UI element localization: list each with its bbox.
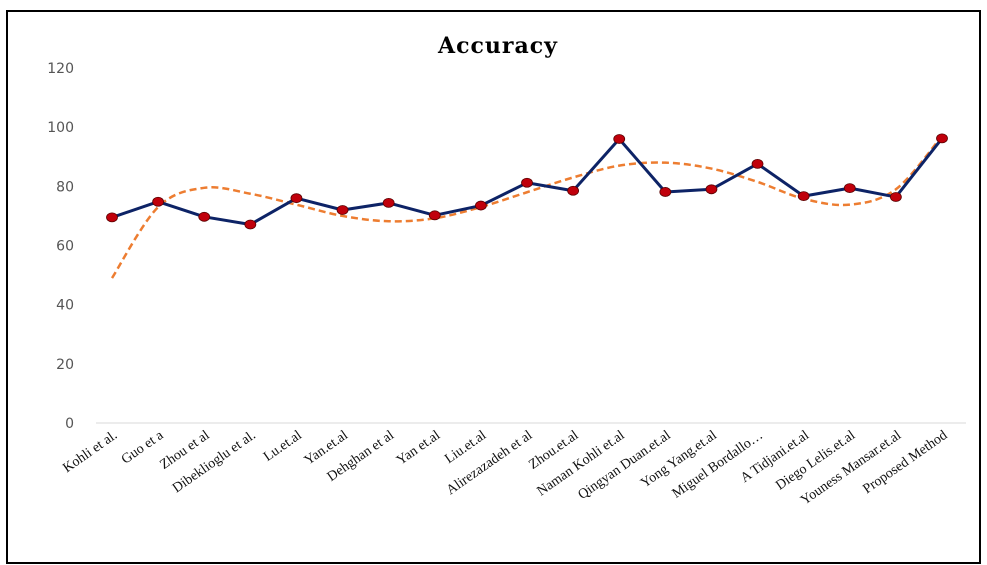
data-point [198,211,211,222]
y-tick-labels: 0 20 40 60 80 100 120 [47,61,74,432]
data-point [613,134,626,144]
accuracy-chart: Accuracy 0 20 40 60 80 100 120 Kohli et al.Guo… [47,33,966,509]
y-tick-label: 40 [56,298,74,314]
data-point [382,197,395,208]
data-point [567,185,580,196]
data-point [705,184,718,195]
data-points [106,133,948,230]
data-point [936,133,948,144]
data-point [751,158,764,169]
y-tick-label: 60 [56,239,74,255]
chart-title: Accuracy [437,33,558,59]
x-tick-label: Yan et.al [394,428,443,469]
data-point [521,177,533,188]
x-tick-label: Alirezazadeh et al [444,428,535,498]
y-tick-label: 120 [47,61,74,77]
x-tick-label: Kohli et al. [60,428,120,476]
data-point [244,219,257,230]
x-tick-label: Lu.et.al [261,428,305,465]
y-tick-label: 20 [56,357,74,373]
data-point [889,192,902,202]
data-point [290,193,303,204]
data-point [843,183,856,194]
x-tick-label: Proposed Method [860,428,950,497]
trendline [110,135,943,279]
data-point [659,187,672,197]
y-tick-label: 100 [47,120,74,136]
data-point [474,200,487,211]
data-point [336,205,349,215]
x-tick-label: Dibeklioglu et al. [170,428,259,496]
data-point [797,191,810,201]
data-point [152,196,165,207]
data-point [428,210,441,221]
y-tick-label: 80 [56,179,74,195]
data-point [106,212,118,223]
chart-frame: Accuracy 0 20 40 60 80 100 120 Kohli et al. Guo… [6,10,981,564]
y-tick-label: 0 [65,416,74,432]
